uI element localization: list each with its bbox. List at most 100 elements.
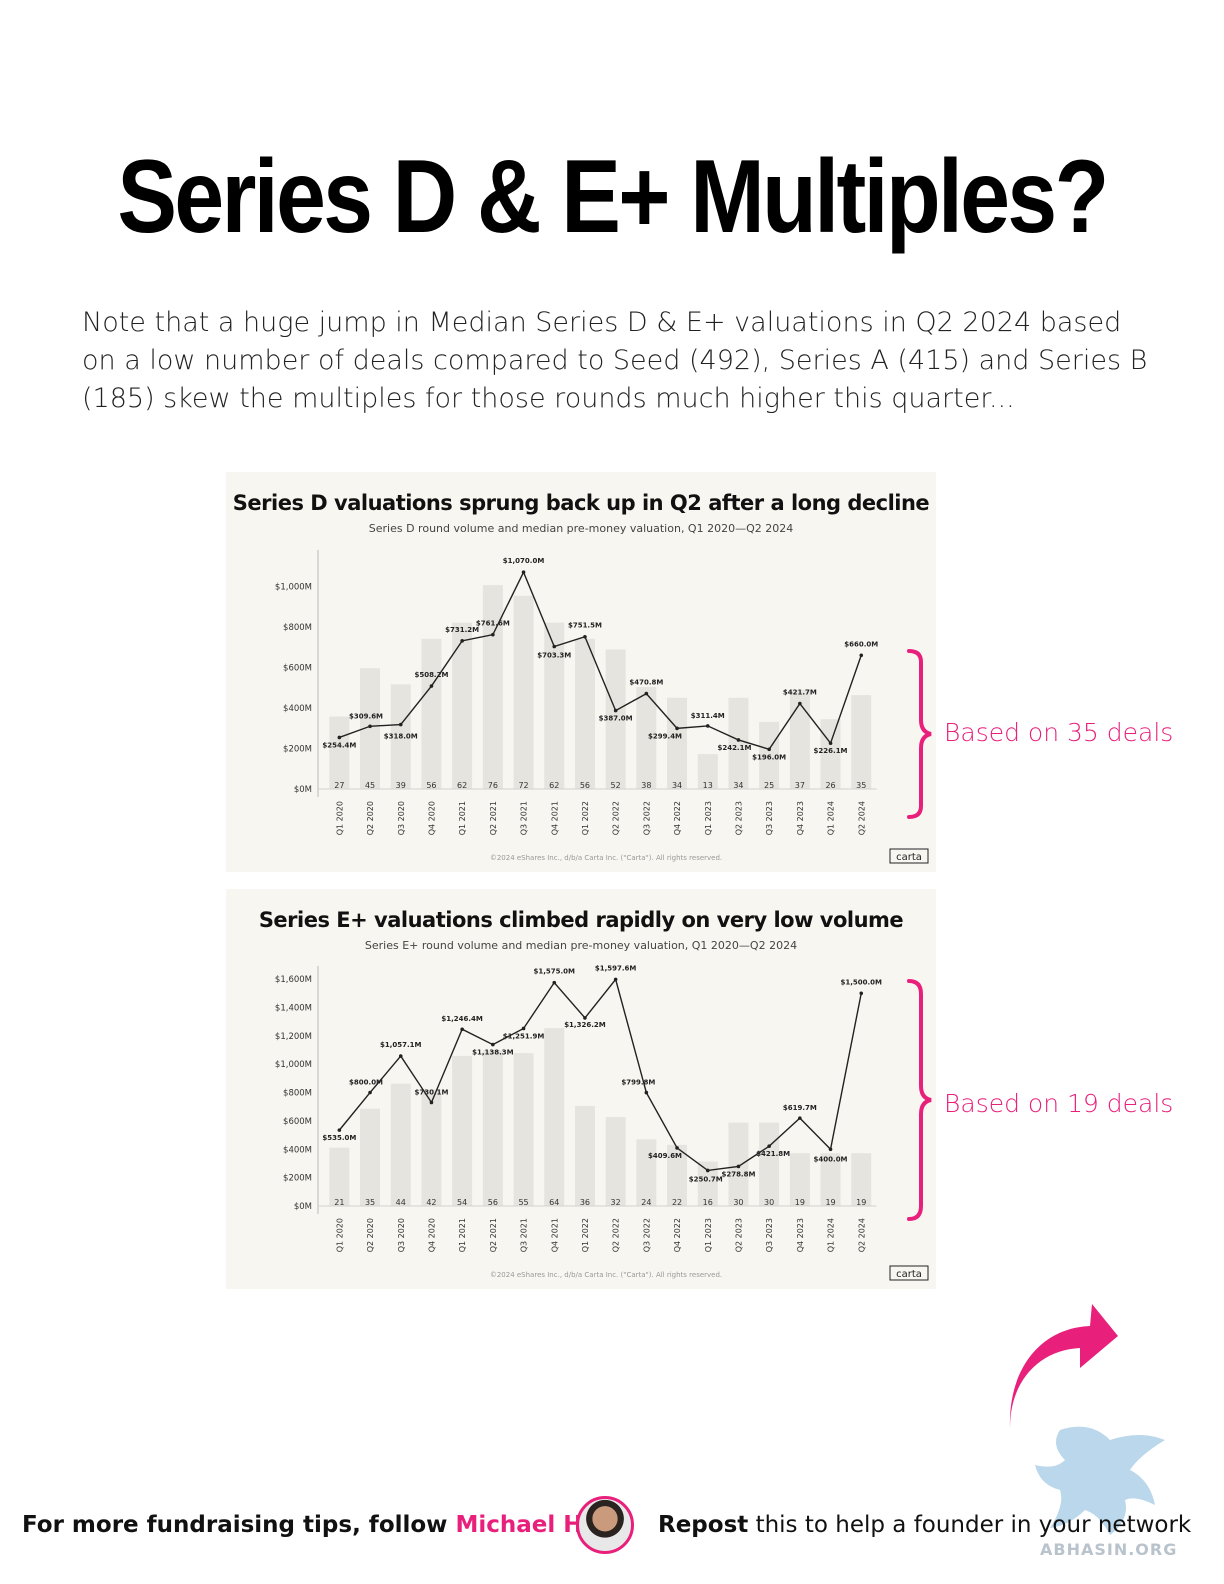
valuation-point	[460, 1027, 464, 1032]
deal-count-label: 38	[641, 781, 651, 790]
category-tick-label: Q2 2020	[366, 801, 375, 835]
deal-count-label: 13	[703, 781, 713, 790]
deal-count-label: 52	[611, 781, 621, 790]
deal-count-label: 34	[672, 781, 682, 790]
carta-logo: carta	[896, 1269, 922, 1280]
deal-count-label: 64	[549, 1198, 559, 1207]
y-tick-label: $1,200M	[275, 1032, 312, 1042]
deal-count-label: 55	[518, 1198, 528, 1207]
category-tick-label: Q2 2022	[612, 801, 621, 835]
chart-subtitle: Series D round volume and median pre-mon…	[368, 522, 794, 535]
category-tick-label: Q1 2023	[704, 1218, 713, 1252]
y-tick-label: $1,600M	[275, 975, 312, 985]
valuation-line	[339, 570, 862, 751]
y-tick-label: $0M	[294, 785, 312, 795]
valuation-point	[828, 741, 833, 745]
chart-title: Series D valuations sprung back up in Q2…	[232, 491, 930, 515]
valuation-point	[767, 747, 771, 752]
y-tick-label: $0M	[294, 1202, 312, 1212]
share-arrow-icon	[1009, 1304, 1118, 1428]
chart-subtitle: Series E+ round volume and median pre-mo…	[364, 939, 798, 952]
category-tick-label: Q1 2024	[827, 801, 836, 835]
valuation-point	[767, 1144, 771, 1148]
valuation-data-label: $508.2M	[414, 671, 448, 679]
volume-bar	[513, 595, 534, 789]
volume-bar	[605, 1117, 626, 1206]
y-tick-label: $400M	[283, 1145, 312, 1155]
category-tick-label: Q4 2022	[673, 801, 682, 835]
deal-count-label: 34	[733, 781, 743, 790]
volume-bar	[697, 1161, 718, 1206]
headline: Series D & E+ Multiples?	[117, 139, 1109, 255]
valuation-data-label: $278.8M	[721, 1170, 755, 1178]
valuation-point	[613, 708, 618, 713]
valuation-point	[583, 634, 587, 639]
avatar[interactable]	[576, 1496, 634, 1554]
callout-series-d: Based on 35 deals	[944, 718, 1174, 747]
valuation-data-label: $1,251.9M	[503, 1032, 545, 1040]
footer-repost: Repost this to help a founder in your ne…	[658, 1512, 1191, 1538]
valuation-line	[338, 977, 862, 1172]
valuation-data-label: $1,070.0M	[503, 557, 545, 565]
volume-bar	[544, 622, 565, 789]
volume-bar	[544, 1028, 565, 1206]
valuation-point	[675, 1146, 679, 1150]
volume-bar	[728, 697, 749, 789]
deal-count-label: 25	[764, 781, 774, 790]
footer-follow: For more fundraising tips, follow Michae…	[22, 1512, 598, 1538]
category-tick-label: Q4 2023	[796, 1218, 805, 1252]
volume-bar	[820, 1153, 841, 1206]
volume-bar	[329, 716, 350, 789]
volume-bar	[759, 721, 780, 789]
author-link[interactable]: Michael Ho	[455, 1512, 599, 1538]
repost-text: this to help a founder in your network	[748, 1512, 1192, 1538]
valuation-point	[705, 1168, 710, 1173]
category-tick-label: Q4 2020	[427, 1218, 436, 1252]
deal-count-label: 30	[764, 1198, 774, 1207]
valuation-data-label: $703.3M	[537, 652, 571, 660]
deal-count-label: 32	[611, 1198, 621, 1207]
valuation-point	[798, 1116, 802, 1120]
volume-bar	[789, 689, 810, 789]
category-tick-label: Q1 2023	[704, 801, 713, 835]
deal-count-label: 24	[641, 1198, 651, 1207]
y-tick-label: $800M	[283, 1089, 312, 1099]
intro-text: Note that a huge jump in Median Series D…	[82, 307, 1148, 414]
category-tick-label: Q3 2020	[397, 801, 406, 835]
volume-bar	[605, 649, 626, 789]
valuation-data-label: $387.0M	[599, 715, 633, 723]
valuation-point	[859, 991, 864, 996]
chart-title: Series E+ valuations climbed rapidly on …	[258, 908, 904, 932]
carta-logo-box	[889, 848, 929, 864]
volume-bar	[697, 754, 718, 789]
valuation-data-label: $1,138.3M	[472, 1049, 514, 1057]
valuation-data-label: $751.5M	[568, 622, 602, 630]
deal-count-label: 35	[365, 1198, 375, 1207]
y-tick-label: $800M	[283, 623, 312, 633]
valuation-data-label: $309.6M	[349, 712, 383, 720]
category-tick-label: Q2 2021	[489, 801, 498, 835]
valuation-point	[736, 1164, 741, 1169]
volume-bar	[728, 1122, 749, 1206]
valuation-data-label: $761.6M	[476, 620, 510, 628]
deal-count-label: 39	[396, 781, 406, 790]
valuation-data-label: $409.6M	[648, 1152, 682, 1160]
valuation-point	[705, 724, 710, 728]
category-tick-label: Q2 2020	[366, 1218, 375, 1252]
volume-bar	[789, 1153, 810, 1206]
valuation-point	[398, 722, 403, 727]
deal-count-label: 56	[580, 781, 590, 790]
valuation-point	[429, 684, 434, 688]
valuation-data-label: $799.8M	[621, 1079, 655, 1087]
category-tick-label: Q3 2023	[765, 1218, 774, 1252]
category-tick-label: Q1 2022	[581, 1218, 590, 1252]
valuation-point	[613, 977, 618, 982]
valuation-data-label: $311.4M	[691, 712, 725, 720]
valuation-point	[368, 1090, 372, 1095]
deal-count-label: 16	[703, 1198, 713, 1207]
deal-count-label: 56	[426, 781, 436, 790]
category-tick-label: Q2 2021	[489, 1218, 498, 1252]
volume-bar	[636, 1139, 657, 1206]
category-tick-label: Q1 2021	[458, 801, 467, 835]
volume-bar	[452, 1055, 473, 1206]
